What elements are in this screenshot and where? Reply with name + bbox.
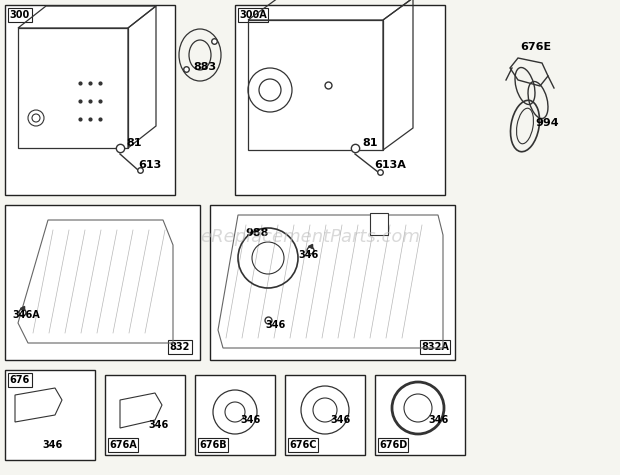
Bar — [5, 205, 200, 360]
Bar — [108, 438, 138, 452]
Text: 346: 346 — [428, 415, 448, 425]
Text: 346: 346 — [298, 250, 318, 260]
Bar — [285, 375, 365, 455]
Bar — [210, 205, 455, 360]
Text: 832: 832 — [170, 342, 190, 352]
Text: 346: 346 — [42, 440, 62, 450]
Text: 300: 300 — [10, 10, 30, 20]
Text: 346: 346 — [240, 415, 260, 425]
Text: 676E: 676E — [520, 42, 551, 52]
Bar — [370, 213, 388, 235]
Text: 994: 994 — [535, 118, 559, 128]
Bar — [198, 438, 228, 452]
Bar — [288, 438, 318, 452]
Bar — [195, 375, 275, 455]
Text: 988: 988 — [245, 228, 268, 238]
Bar — [5, 370, 95, 460]
Bar — [5, 5, 175, 195]
Text: 676C: 676C — [290, 440, 317, 450]
Text: 676: 676 — [10, 375, 30, 385]
Bar — [378, 438, 408, 452]
Bar — [375, 375, 465, 455]
Text: 300A: 300A — [239, 10, 267, 20]
Text: 883: 883 — [193, 62, 216, 72]
Bar — [238, 8, 268, 22]
Text: 346: 346 — [265, 320, 285, 330]
Text: 81: 81 — [362, 138, 378, 148]
Text: 676B: 676B — [199, 440, 227, 450]
Text: 832A: 832A — [421, 342, 449, 352]
Text: 613A: 613A — [374, 160, 406, 170]
Text: 676D: 676D — [379, 440, 407, 450]
Text: 613: 613 — [138, 160, 161, 170]
Text: 676A: 676A — [109, 440, 137, 450]
Text: eReplacementParts.com: eReplacementParts.com — [200, 228, 420, 247]
Text: 81: 81 — [126, 138, 141, 148]
Bar — [235, 5, 445, 195]
Text: 346A: 346A — [12, 310, 40, 320]
Text: 346: 346 — [148, 420, 168, 430]
Bar — [168, 340, 192, 354]
Text: 346: 346 — [330, 415, 350, 425]
Bar — [8, 8, 32, 22]
Bar — [105, 375, 185, 455]
Bar — [420, 340, 450, 354]
Bar — [8, 373, 32, 387]
